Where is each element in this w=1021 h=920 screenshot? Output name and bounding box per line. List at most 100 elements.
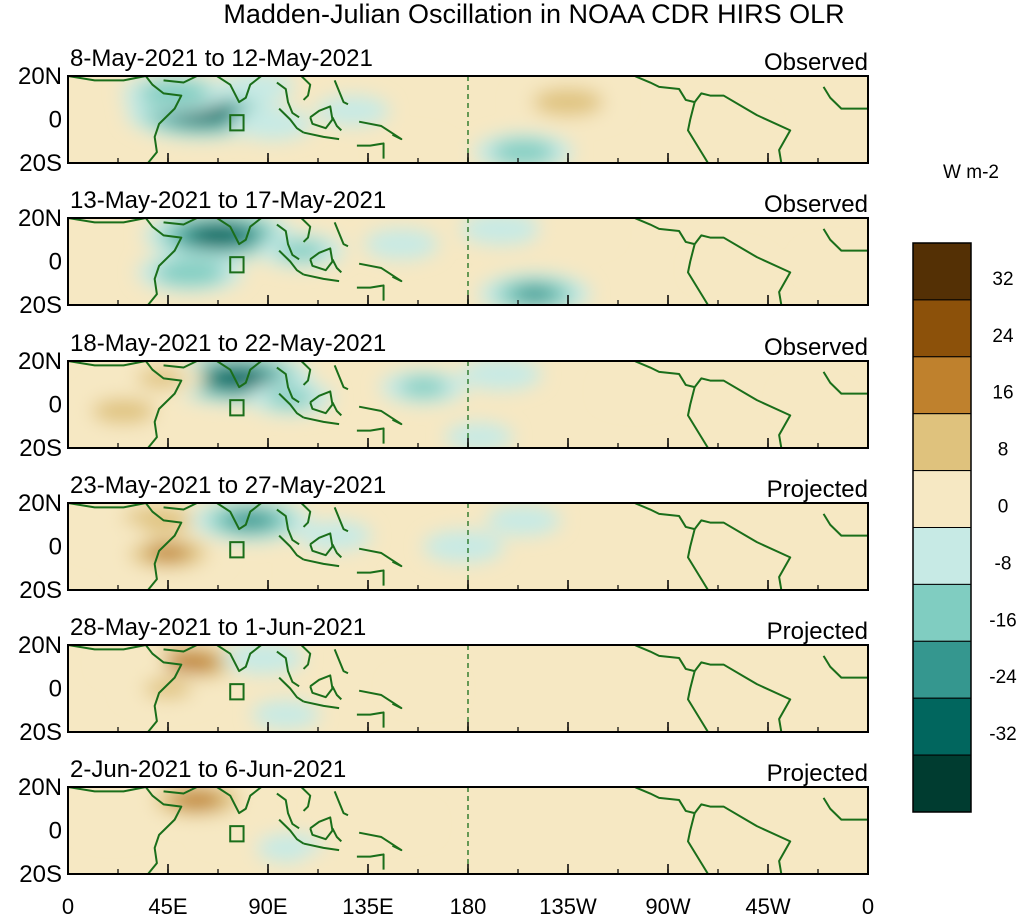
y-tick-label: 20N: [18, 63, 62, 90]
coastline: [634, 787, 695, 815]
coastline: [331, 401, 343, 417]
anomaly-contour: [219, 76, 295, 103]
anomaly-contour: [803, 247, 866, 276]
map-panel: 20N 0 20S 13-May-2021 to 17-May-2021 Observe…: [18, 187, 869, 319]
x-axis: 0 45E 90E 135E 180 135W 90W 45W 0: [62, 894, 874, 919]
coastline: [822, 86, 868, 110]
x-tick-label: 90W: [645, 894, 690, 919]
coastline: [276, 650, 300, 688]
panel-period: 18-May-2021 to 22-May-2021: [70, 330, 386, 357]
coastline: [276, 508, 300, 546]
coastline: [300, 503, 312, 528]
coastline: [216, 76, 262, 104]
coastline: [358, 689, 403, 710]
anomaly-contour: [180, 416, 245, 445]
anomaly-contour: [693, 252, 768, 284]
y-tick-label: 20S: [19, 861, 62, 888]
x-tick-label: 45E: [148, 894, 187, 919]
coastline: [333, 221, 349, 248]
y-tick-label: 0: [49, 107, 62, 134]
coastline: [303, 700, 340, 710]
coastline: [276, 366, 300, 404]
coastline: [216, 218, 262, 246]
anomaly-contour: [315, 95, 390, 127]
coastline: [687, 101, 709, 163]
colorbar-swatch: [912, 697, 972, 756]
anomaly-contour: [602, 377, 668, 406]
anomaly-contour: [277, 241, 326, 261]
coastline: [68, 218, 183, 305]
panels-group: 20N 0 20S 8-May-2021 to 12-May-2021 Observed…: [18, 45, 869, 888]
coastline: [303, 558, 340, 568]
map-panel: 20N 0 20S 18-May-2021 to 22-May-2021 Observe…: [18, 330, 869, 462]
panel-status: Projected: [767, 618, 868, 645]
anomaly-field: [73, 361, 844, 448]
coastline: [68, 787, 183, 874]
coastline: [687, 528, 709, 590]
coastlines: [68, 503, 868, 590]
coastlines: [68, 645, 868, 732]
coastline: [68, 645, 183, 732]
colorbar-swatch: [912, 413, 972, 472]
coastline: [687, 812, 709, 874]
coastline: [356, 853, 385, 870]
coastline: [358, 831, 403, 852]
anomaly-contour: [399, 377, 448, 397]
coastline: [634, 218, 695, 246]
anomaly-contour: [91, 398, 156, 424]
anomaly-contour: [266, 388, 315, 408]
coastline: [358, 262, 403, 283]
coastline: [693, 803, 792, 874]
colorbar-swatch: [912, 356, 972, 415]
coastline: [822, 513, 868, 537]
anomaly-field: [81, 787, 433, 874]
anomaly-contour: [154, 259, 226, 286]
coastline: [331, 258, 343, 274]
reference-box: [229, 825, 245, 843]
anomaly-contour: [139, 80, 211, 107]
coastline: [278, 249, 305, 276]
anomaly-field: [137, 218, 866, 305]
coastline: [276, 81, 300, 119]
panel-period: 8-May-2021 to 12-May-2021: [70, 45, 373, 72]
panel-status: Projected: [767, 476, 868, 503]
coastline: [278, 392, 305, 419]
anomaly-contour: [378, 137, 447, 163]
coastline: [634, 361, 695, 389]
anomaly-contour: [232, 107, 313, 141]
anomaly-contour: [445, 422, 514, 448]
y-tick-label: 20N: [18, 348, 62, 375]
coastline: [163, 218, 198, 226]
coastline: [276, 792, 300, 830]
anomaly-contour: [702, 111, 768, 141]
y-tick-label: 20N: [18, 205, 62, 232]
coastline: [163, 645, 198, 653]
coastline: [303, 416, 340, 426]
coastline: [822, 228, 868, 252]
coastline: [331, 827, 343, 843]
anomaly-contour: [200, 816, 269, 845]
coastline: [216, 645, 262, 673]
coastline: [216, 361, 262, 389]
anomaly-contour: [100, 647, 169, 677]
coastline: [687, 243, 709, 305]
panel-status: Projected: [767, 760, 868, 787]
colorbar-tick-label: 8: [998, 440, 1009, 461]
coastline: [163, 503, 198, 511]
y-tick-label: 20S: [19, 150, 62, 177]
coastline: [276, 223, 300, 261]
colorbar-swatch: [912, 583, 972, 642]
x-tick-label: 180: [450, 894, 487, 919]
anomaly-contour: [223, 645, 304, 675]
panel-period: 23-May-2021 to 27-May-2021: [70, 472, 386, 499]
anomaly-contour: [75, 520, 150, 552]
colorbar-swatch: [912, 470, 972, 529]
anomaly-field: [75, 503, 561, 587]
colorbar-tick-label: -32: [989, 724, 1016, 745]
coastline: [300, 76, 312, 101]
coastline: [163, 361, 198, 369]
coastline: [693, 92, 792, 163]
coastline: [687, 386, 709, 448]
anomaly-contour: [209, 368, 265, 389]
coastline: [634, 645, 695, 673]
